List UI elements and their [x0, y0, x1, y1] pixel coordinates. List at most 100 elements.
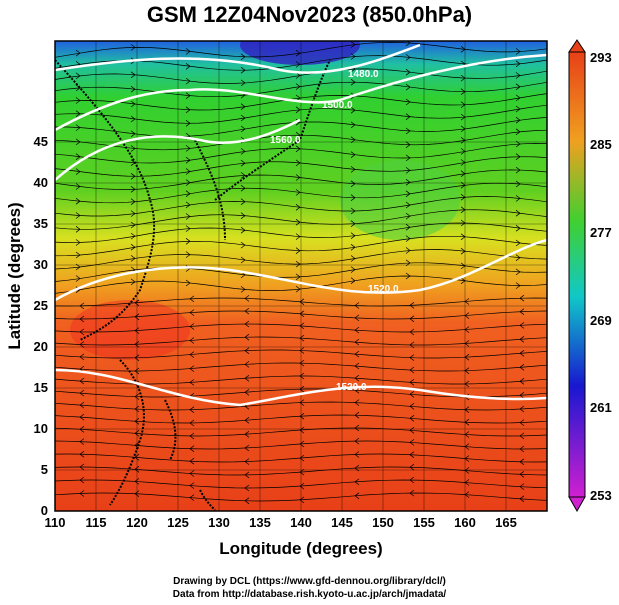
y-tick-label: 25	[34, 298, 48, 313]
streamline-arrow	[460, 137, 466, 144]
streamline-arrow	[130, 198, 136, 205]
streamline-arrow	[299, 468, 305, 476]
streamline-arrow	[515, 48, 521, 55]
streamline-arrow	[79, 401, 85, 409]
streamline-arrow	[185, 225, 191, 232]
streamline-arrow	[354, 326, 360, 334]
streamline-arrow	[519, 432, 525, 440]
y-tick-label: 45	[34, 134, 48, 149]
streamline-arrow	[405, 167, 411, 174]
streamline-arrow	[189, 457, 195, 465]
streamline-arrow	[464, 367, 470, 374]
streamline-arrow	[350, 194, 356, 201]
x-tick-label: 165	[495, 515, 517, 530]
streamline-arrow	[515, 180, 521, 188]
streamline-arrow	[295, 49, 301, 57]
streamline-arrow	[75, 275, 81, 282]
streamline-arrow	[75, 226, 81, 233]
streamline-arrow	[295, 145, 301, 153]
streamline-arrow	[244, 444, 250, 452]
streamline-arrow	[464, 406, 470, 413]
streamline-arrow	[299, 298, 305, 306]
streamline-arrow	[295, 247, 301, 254]
streamline-arrow	[295, 204, 301, 211]
streamline-arrow	[405, 190, 411, 198]
streamline-arrow	[515, 224, 521, 232]
streamline-arrow	[244, 333, 250, 341]
streamline-arrow	[185, 279, 191, 287]
streamline-arrow	[130, 44, 136, 51]
streamline-arrow	[460, 247, 466, 255]
streamline-arrow	[130, 243, 136, 251]
streamline-arrow	[460, 148, 466, 155]
streamline-arrow	[240, 184, 246, 192]
streamline-arrow	[460, 219, 466, 227]
streamline-arrow	[185, 77, 191, 85]
streamline-arrow	[79, 377, 85, 385]
colorbar-label: 269	[590, 313, 612, 328]
streamline-arrow	[130, 85, 136, 93]
streamline-arrow	[405, 127, 411, 135]
streamline-arrow	[240, 148, 246, 155]
streamline-arrow	[295, 174, 301, 181]
height-contours	[55, 43, 547, 407]
streamline-arrow	[519, 445, 525, 453]
y-axis-label: Latitude (degrees)	[5, 202, 24, 349]
streamline-arrow	[244, 361, 250, 368]
streamline-arrow	[519, 294, 525, 302]
streamline-arrow	[185, 92, 191, 99]
streamline-arrow	[350, 277, 356, 284]
streamline-arrow	[464, 443, 470, 450]
streamline-arrow	[519, 308, 525, 315]
streamline-arrow	[460, 181, 466, 189]
streamline-arrow	[299, 399, 305, 406]
streamline-arrow	[460, 233, 466, 241]
streamline-arrow	[350, 232, 356, 239]
streamline-arrow	[189, 406, 195, 413]
y-tick-label: 5	[41, 462, 48, 477]
streamline-arrow	[240, 125, 246, 133]
streamline-arrow	[134, 454, 140, 461]
streamline-arrow	[409, 476, 415, 484]
streamline-arrow	[460, 170, 466, 177]
streamline-arrow	[354, 411, 360, 419]
streamline-arrow	[189, 445, 195, 452]
streamline-arrow	[244, 295, 250, 302]
streamline-arrow	[519, 364, 525, 371]
streamline-arrow	[189, 379, 195, 386]
streamline-arrow	[240, 53, 246, 61]
x-tick-label: 115	[86, 515, 107, 530]
credit-drawing: Drawing by DCL (https://www.gfd-dennou.o…	[173, 576, 446, 587]
streamline-arrow	[519, 322, 525, 329]
streamline-arrow	[134, 466, 140, 473]
streamline-arrow	[464, 491, 470, 498]
streamline-arrow	[130, 232, 136, 240]
streamline-arrow	[185, 48, 191, 55]
streamline-arrow	[515, 83, 521, 91]
streamline-arrow	[240, 256, 246, 264]
streamline-arrow	[244, 389, 250, 396]
streamline-arrow	[464, 340, 470, 347]
streamline-arrow	[354, 464, 360, 472]
streamline-arrow	[185, 168, 191, 175]
streamline-arrow	[460, 88, 466, 95]
streamline-arrow	[79, 463, 85, 471]
streamline-arrow	[299, 310, 305, 318]
streamline-arrow	[405, 179, 411, 186]
streamline-arrow	[409, 415, 415, 422]
streamline-arrow	[350, 41, 356, 48]
streamline-arrow	[299, 334, 305, 342]
streamline-arrow	[134, 299, 140, 307]
y-tick-label: 40	[34, 175, 48, 190]
streamline-arrow	[185, 63, 191, 70]
streamline-arrow	[244, 320, 250, 328]
streamline-arrow	[350, 78, 356, 86]
streamline-arrow	[185, 156, 191, 164]
streamline-arrow	[460, 101, 466, 108]
streamline-arrow	[519, 495, 525, 503]
streamline-arrow	[134, 405, 140, 413]
streamline-arrow	[79, 426, 85, 433]
streamline-arrow	[185, 190, 191, 197]
x-tick-label: 155	[413, 515, 435, 530]
